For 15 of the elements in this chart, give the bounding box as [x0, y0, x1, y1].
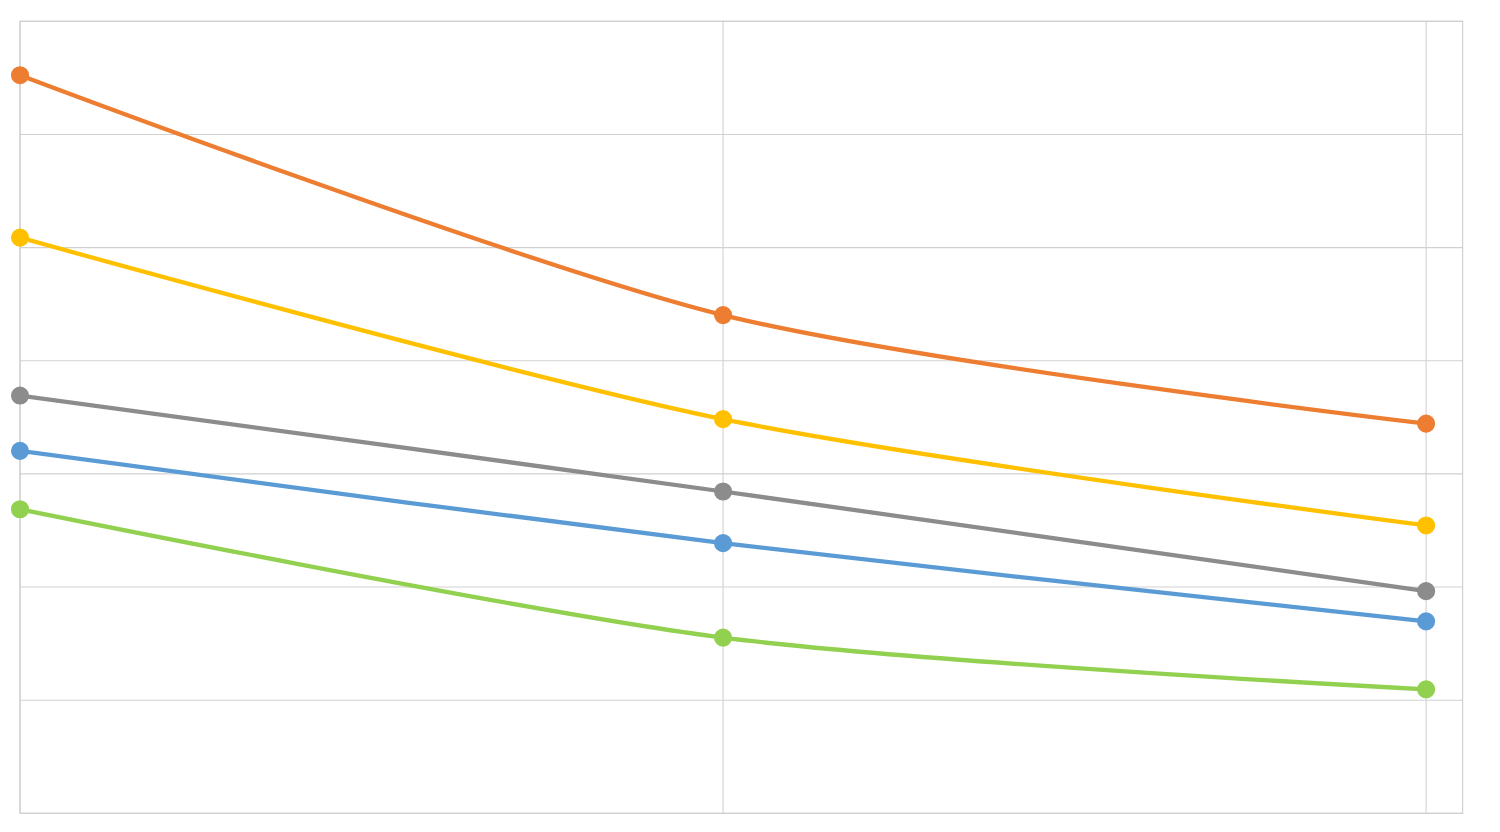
point [10, 386, 30, 405]
point [713, 628, 733, 647]
point [10, 228, 30, 247]
point [1417, 516, 1436, 535]
point [1417, 582, 1436, 601]
point [1417, 414, 1436, 433]
point [1417, 612, 1436, 631]
point [10, 500, 30, 519]
point [713, 306, 733, 325]
point [713, 534, 733, 553]
point [10, 442, 30, 461]
point [1417, 680, 1436, 699]
point [10, 66, 30, 85]
point [713, 410, 733, 429]
point [713, 482, 733, 501]
